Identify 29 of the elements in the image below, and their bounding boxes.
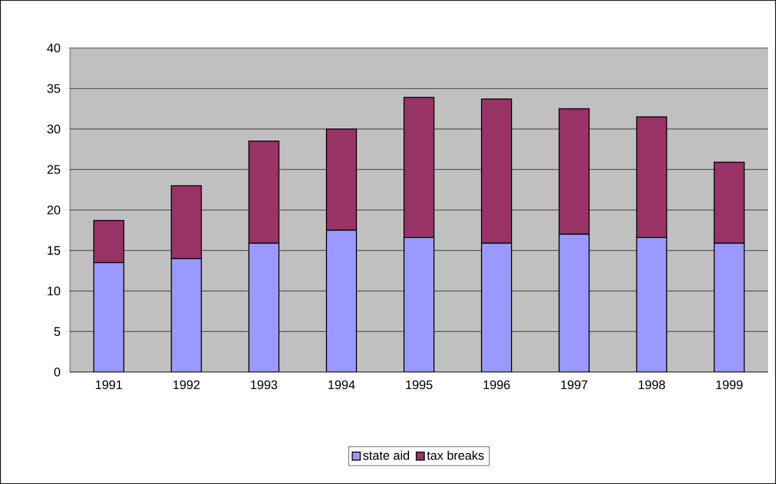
x-tick-label: 1991 — [96, 380, 122, 390]
bar — [248, 242, 280, 372]
bar — [558, 234, 590, 372]
y-tick-label: 30 — [47, 124, 60, 134]
x-tick-label: 1992 — [173, 380, 200, 390]
y-tick-label: 20 — [47, 206, 60, 214]
x-tick-label: 1994 — [328, 380, 355, 390]
y-tick-label: 10 — [48, 286, 60, 296]
y-tick-label: 35 — [47, 84, 60, 93]
y-tick-label: 5 — [54, 327, 60, 336]
x-tick-label: 1995 — [406, 380, 432, 390]
bar — [93, 262, 124, 372]
x-tick-label: 1999 — [716, 380, 742, 390]
bar — [714, 242, 745, 372]
bar — [170, 258, 202, 372]
y-tick-label: 0 — [54, 368, 60, 376]
x-tick-label: 1993 — [250, 380, 278, 390]
legend-label: tax breaks — [426, 450, 484, 460]
legend-label: state aid — [363, 450, 410, 460]
bar — [636, 237, 668, 372]
x-tick-label: 1998 — [638, 380, 665, 390]
bar — [481, 242, 512, 372]
y-tick-label: 15 — [48, 246, 60, 255]
x-tick-label: 1996 — [484, 380, 510, 390]
bar — [326, 230, 357, 372]
y-tick-label: 40 — [47, 44, 60, 52]
y-tick-label: 25 — [47, 165, 60, 174]
bar — [404, 237, 434, 372]
x-tick-label: 1997 — [561, 380, 588, 390]
